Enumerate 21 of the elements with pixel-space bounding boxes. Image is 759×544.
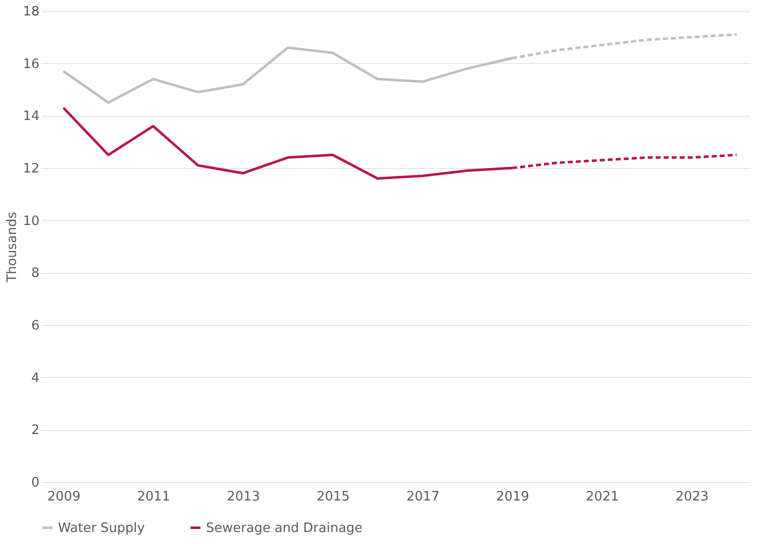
x-tick-label: 2011 [137,490,170,504]
y-axis-title: Thousands [4,212,20,284]
x-tick-label: 2021 [586,490,619,504]
x-tick-label: 2017 [406,490,440,504]
y-tick-label: 4 [31,370,40,386]
y-tick-label: 16 [22,56,40,72]
y-tick-label: 2 [31,423,40,438]
x-tick-label: 2019 [496,490,530,504]
y-tick-label: 6 [31,318,40,334]
legend-label: Sewerage and Drainage [206,520,363,536]
legend-label: Water Supply [58,520,146,536]
y-tick-label: 0 [31,476,40,490]
y-tick-label: 10 [22,214,40,229]
y-tick-label: 14 [22,109,40,124]
x-tick-label: 2009 [47,490,80,504]
y-tick-label: 18 [22,4,40,20]
y-tick-label: 12 [22,162,40,176]
x-tick-label: 2013 [226,490,260,504]
x-tick-label: 2023 [676,490,709,504]
x-tick-label: 2015 [316,490,350,504]
y-tick-label: 8 [31,266,40,282]
